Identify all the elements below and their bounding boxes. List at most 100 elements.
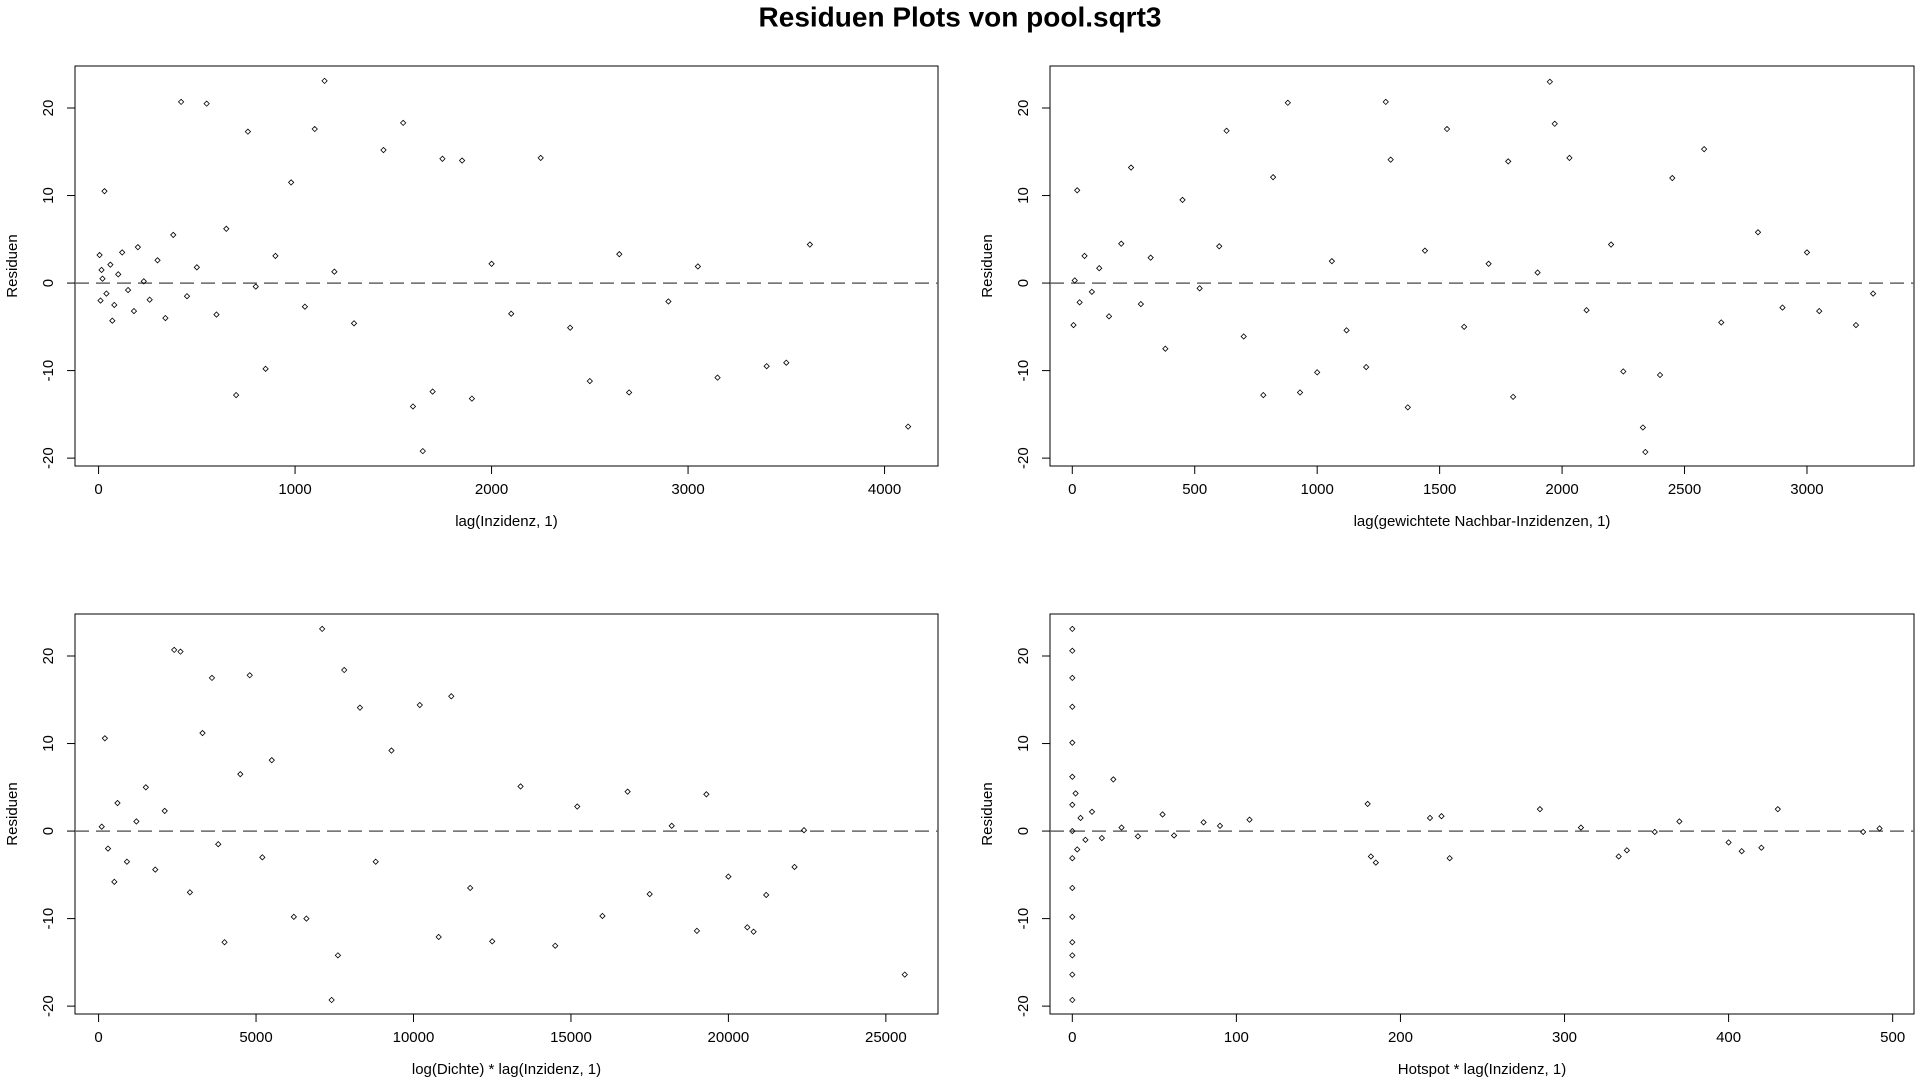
point bbox=[467, 884, 474, 892]
point bbox=[1404, 404, 1411, 411]
point bbox=[232, 391, 240, 399]
point bbox=[1071, 277, 1078, 284]
point bbox=[725, 873, 732, 880]
x-tick-label: 4000 bbox=[868, 481, 901, 498]
point bbox=[1070, 321, 1077, 329]
point bbox=[380, 146, 387, 154]
point bbox=[468, 395, 476, 402]
point bbox=[1583, 307, 1590, 314]
point bbox=[1382, 98, 1389, 106]
point bbox=[1438, 813, 1445, 820]
x-tick-label: 400 bbox=[1716, 1029, 1741, 1046]
point bbox=[458, 157, 466, 164]
point bbox=[616, 251, 623, 258]
point bbox=[1074, 846, 1081, 853]
point bbox=[177, 648, 184, 655]
point bbox=[1074, 187, 1081, 194]
point bbox=[1069, 827, 1076, 835]
point bbox=[1816, 307, 1823, 315]
point bbox=[1852, 321, 1860, 329]
point bbox=[287, 179, 295, 186]
panel: 0 5000 10000 15000 20000 25000 log(Dichte) * l… bbox=[4, 613, 939, 1078]
point bbox=[566, 324, 574, 331]
point bbox=[1269, 173, 1277, 181]
point bbox=[552, 942, 559, 949]
point bbox=[259, 854, 266, 861]
point bbox=[99, 275, 106, 282]
point bbox=[714, 374, 721, 381]
point bbox=[1069, 625, 1076, 633]
x-tick-label: 20000 bbox=[708, 1029, 750, 1046]
point bbox=[448, 693, 455, 700]
y-tick-label: 20 bbox=[1015, 100, 1032, 117]
point bbox=[130, 307, 138, 315]
point bbox=[152, 866, 159, 873]
y-tick-label: 0 bbox=[1015, 279, 1032, 287]
point bbox=[1069, 855, 1076, 862]
point bbox=[1364, 800, 1371, 808]
y-tick-label: 20 bbox=[1015, 648, 1032, 665]
point bbox=[372, 858, 379, 865]
point bbox=[1077, 814, 1084, 822]
point bbox=[321, 77, 328, 85]
point bbox=[1069, 952, 1076, 959]
point bbox=[193, 264, 200, 271]
point bbox=[646, 890, 653, 898]
point bbox=[1314, 369, 1321, 376]
y-tick-label: -20 bbox=[1015, 447, 1032, 469]
point bbox=[1725, 839, 1732, 846]
y-tick-label: 10 bbox=[1015, 735, 1032, 752]
point bbox=[98, 266, 105, 274]
point bbox=[118, 249, 126, 256]
point bbox=[750, 928, 757, 935]
point bbox=[1577, 824, 1585, 831]
y-tick-label: 10 bbox=[40, 735, 57, 752]
point bbox=[1876, 825, 1883, 832]
point bbox=[1859, 828, 1867, 836]
plot-frame bbox=[74, 65, 939, 467]
x-tick-label: 1000 bbox=[278, 481, 311, 498]
point bbox=[199, 729, 206, 737]
x-axis-title: lag(Inzidenz, 1) bbox=[455, 513, 558, 530]
point bbox=[763, 363, 770, 370]
point bbox=[114, 799, 121, 807]
x-tick-label: 500 bbox=[1182, 481, 1207, 498]
y-tick-label: 20 bbox=[40, 648, 57, 665]
point bbox=[290, 913, 297, 921]
figure-title: Residuen Plots von pool.sqrt3 bbox=[759, 1, 1162, 32]
point bbox=[1196, 285, 1203, 292]
point bbox=[806, 241, 814, 248]
point bbox=[416, 701, 423, 709]
point bbox=[1387, 156, 1394, 163]
point bbox=[177, 98, 185, 106]
point bbox=[1216, 822, 1224, 829]
point bbox=[246, 672, 253, 679]
y-tick-label: 20 bbox=[40, 100, 57, 117]
point bbox=[244, 128, 252, 135]
point bbox=[97, 297, 104, 304]
point bbox=[252, 283, 259, 290]
y-tick-label: -20 bbox=[40, 447, 57, 469]
point bbox=[1534, 269, 1541, 276]
x-tick-label: 2000 bbox=[475, 481, 508, 498]
point bbox=[703, 791, 710, 798]
point bbox=[1623, 847, 1631, 854]
point bbox=[1758, 844, 1765, 851]
point bbox=[1088, 288, 1096, 295]
x-tick-label: 300 bbox=[1552, 1029, 1577, 1046]
point bbox=[311, 125, 318, 133]
point bbox=[1615, 853, 1622, 860]
x-tick-label: 2500 bbox=[1668, 481, 1701, 498]
point bbox=[1105, 313, 1113, 320]
point bbox=[1566, 154, 1573, 162]
point bbox=[268, 757, 275, 764]
y-tick-label: -10 bbox=[40, 908, 57, 930]
point bbox=[901, 971, 908, 978]
point bbox=[221, 939, 228, 946]
x-tick-label: 2000 bbox=[1545, 481, 1578, 498]
point bbox=[1069, 884, 1076, 892]
point bbox=[1069, 939, 1076, 946]
point bbox=[1098, 834, 1106, 842]
point bbox=[1096, 265, 1103, 272]
